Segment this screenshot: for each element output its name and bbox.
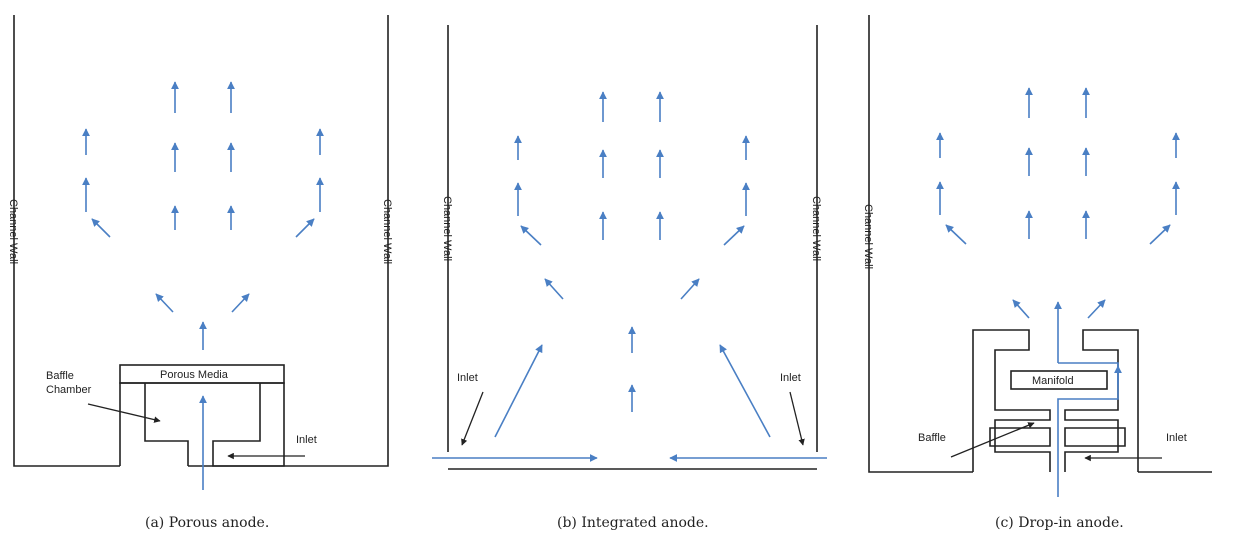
flow-arrow — [1149, 224, 1171, 245]
caption-b: (b) Integrated anode. — [557, 515, 709, 531]
caption-c: (c) Drop-in anode. — [995, 515, 1124, 531]
baffle-label: Baffle — [46, 370, 74, 382]
flow-arrow — [295, 218, 315, 238]
manifold-block — [1010, 370, 1108, 390]
flow-arrow — [231, 293, 250, 313]
baffle-pointer-arrow — [950, 422, 1035, 458]
porous-media-label: Porous Media — [160, 369, 229, 381]
panel-a: Channel Wall Channel Wall Porous Media B… — [7, 15, 393, 531]
porous-media-layer — [119, 364, 285, 384]
inlet-label-left: Inlet — [457, 372, 478, 384]
inlet-label-right: Inlet — [780, 372, 801, 384]
flow-arrow — [155, 293, 174, 313]
flow-arrow — [719, 344, 771, 438]
channel-wall-outline — [868, 15, 1212, 473]
drop-in-anode-body — [972, 329, 1139, 472]
baffle-pointer-arrow — [87, 403, 161, 423]
inlet-label: Inlet — [1166, 432, 1187, 444]
panel-b: Channel Wall Channel Wall Inlet Inlet (b… — [432, 25, 827, 531]
inlet-pointer-left — [461, 391, 484, 446]
flow-arrow — [544, 278, 564, 300]
flow-arrow — [680, 278, 700, 300]
panel-c: Channel Wall Manifold Baffle Inlet — [862, 15, 1212, 531]
manifold-label: Manifold — [1032, 375, 1074, 387]
channel-wall-outline — [13, 15, 389, 467]
flow-arrow — [1087, 299, 1106, 319]
flow-arrow — [494, 344, 543, 438]
flow-arrow — [945, 224, 967, 245]
flow-arrow — [91, 218, 111, 238]
channel-wall-label-right: Channel Wall — [381, 199, 393, 264]
channel-wall-label-left: Channel Wall — [862, 204, 874, 269]
channel-wall-label-right: Channel Wall — [810, 196, 822, 261]
inlet-pointer-right — [789, 391, 805, 446]
channel-wall-label-left: Channel Wall — [7, 199, 19, 264]
inlet-label: Inlet — [296, 434, 317, 446]
baffle-label: Baffle — [918, 432, 946, 444]
flow-arrow — [520, 225, 542, 246]
caption-a: (a) Porous anode. — [145, 515, 269, 531]
chamber-label: Chamber — [46, 384, 92, 396]
baffle-chamber-body — [119, 382, 285, 467]
channel-wall-label-left: Channel Wall — [441, 196, 453, 261]
manifold-flow-path — [1057, 362, 1119, 497]
flow-arrow — [723, 225, 745, 246]
flow-arrow — [1012, 299, 1030, 319]
